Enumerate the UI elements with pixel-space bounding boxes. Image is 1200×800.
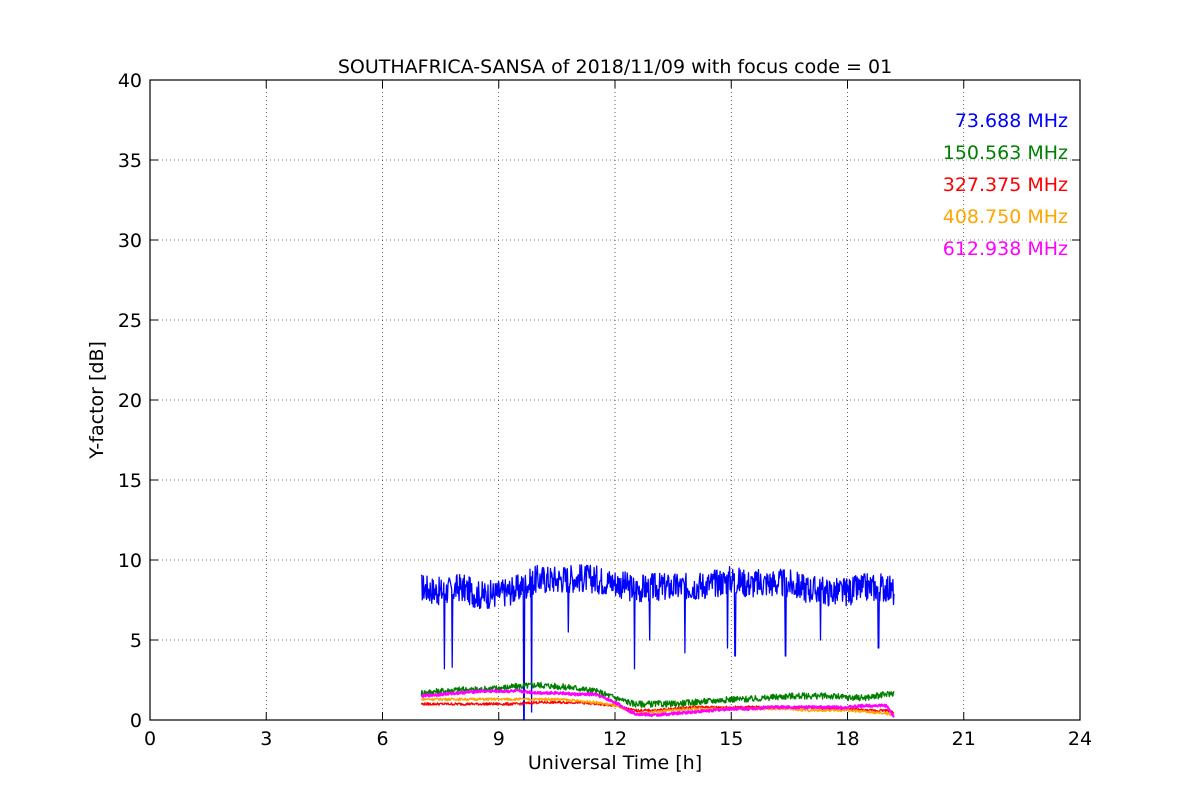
x-tick-label: 18 [835, 728, 859, 750]
y-axis-label: Y-factor [dB] [86, 341, 108, 460]
x-tick-label: 0 [144, 728, 156, 750]
x-tick-label: 3 [260, 728, 272, 750]
legend-entry: 73.688 MHz [955, 110, 1068, 132]
legend-entry: 150.563 MHz [943, 142, 1068, 164]
x-tick-label: 12 [603, 728, 627, 750]
y-tick-label: 25 [118, 310, 142, 332]
plot-area [420, 564, 895, 721]
series-line [420, 689, 895, 718]
y-tick-label: 30 [118, 230, 142, 252]
series-line [420, 681, 895, 708]
legend: 73.688 MHz 150.563 MHz 327.375 MHz 408.750 … [943, 110, 1068, 260]
x-tick-label: 9 [493, 728, 505, 750]
y-tick-label: 15 [118, 470, 142, 492]
x-axis-label: Universal Time [h] [528, 752, 702, 774]
grid [150, 80, 1080, 720]
x-tick-label: 6 [376, 728, 388, 750]
legend-entry: 408.750 MHz [943, 206, 1068, 228]
y-tick-label: 0 [130, 710, 142, 732]
y-tick-label: 40 [118, 70, 142, 92]
y-tick-label: 5 [130, 630, 142, 652]
y-tick-label: 10 [118, 550, 142, 572]
ticks: 0 3 6 9 12 15 18 21 24 0 5 10 15 20 25 30 35 40 [118, 70, 1092, 750]
x-tick-label: 24 [1068, 728, 1092, 750]
y-tick-label: 20 [118, 390, 142, 412]
x-tick-label: 21 [952, 728, 976, 750]
legend-entry: 327.375 MHz [943, 174, 1068, 196]
series-line [420, 564, 895, 721]
series-line [421, 697, 895, 717]
x-tick-label: 15 [719, 728, 743, 750]
legend-entry: 612.938 MHz [943, 238, 1068, 260]
chart-title: SOUTHAFRICA-SANSA of 2018/11/09 with foc… [338, 56, 892, 78]
y-tick-label: 35 [118, 150, 142, 172]
